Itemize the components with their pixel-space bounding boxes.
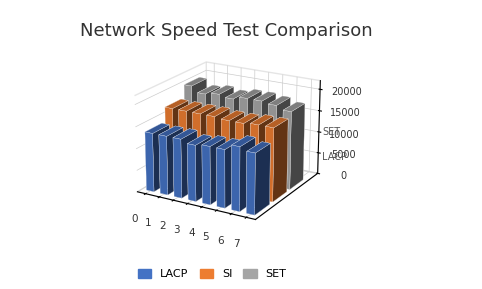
Text: LACP: LACP (322, 151, 347, 162)
Legend: LACP, SI, SET: LACP, SI, SET (134, 264, 291, 284)
Title: Network Speed Test Comparison: Network Speed Test Comparison (80, 22, 373, 40)
Text: SET: SET (322, 127, 340, 137)
